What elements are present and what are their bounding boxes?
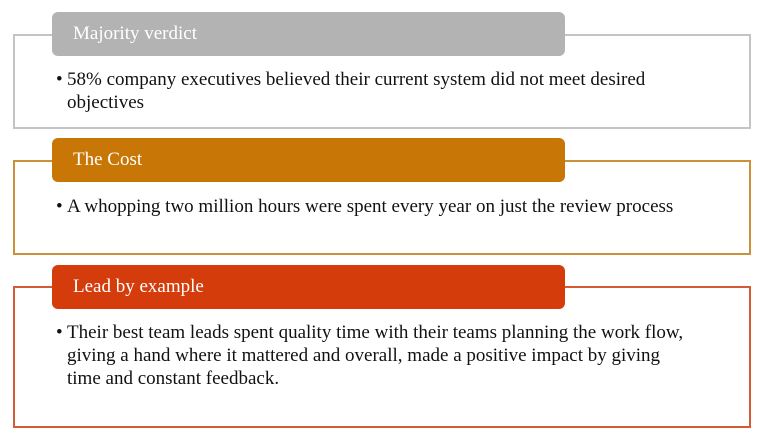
bullet-icon: • [56,196,63,217]
section-body: • A whopping two million hours were spen… [56,195,698,218]
bullet-text: A whopping two million hours were spent … [67,196,674,217]
section-header: Majority verdict [52,12,565,56]
section-header: Lead by example [52,265,565,309]
section-header: The Cost [52,138,565,182]
section-panel [13,286,751,428]
bullet-icon: • [56,322,63,343]
bullet-text: 58% company executives believed their cu… [67,69,646,113]
bullet-text: Their best team leads spent quality time… [67,322,684,389]
bullet-icon: • [56,69,63,90]
section-body: • Their best team leads spent quality ti… [56,321,698,390]
section-body: • 58% company executives believed their … [56,68,698,114]
